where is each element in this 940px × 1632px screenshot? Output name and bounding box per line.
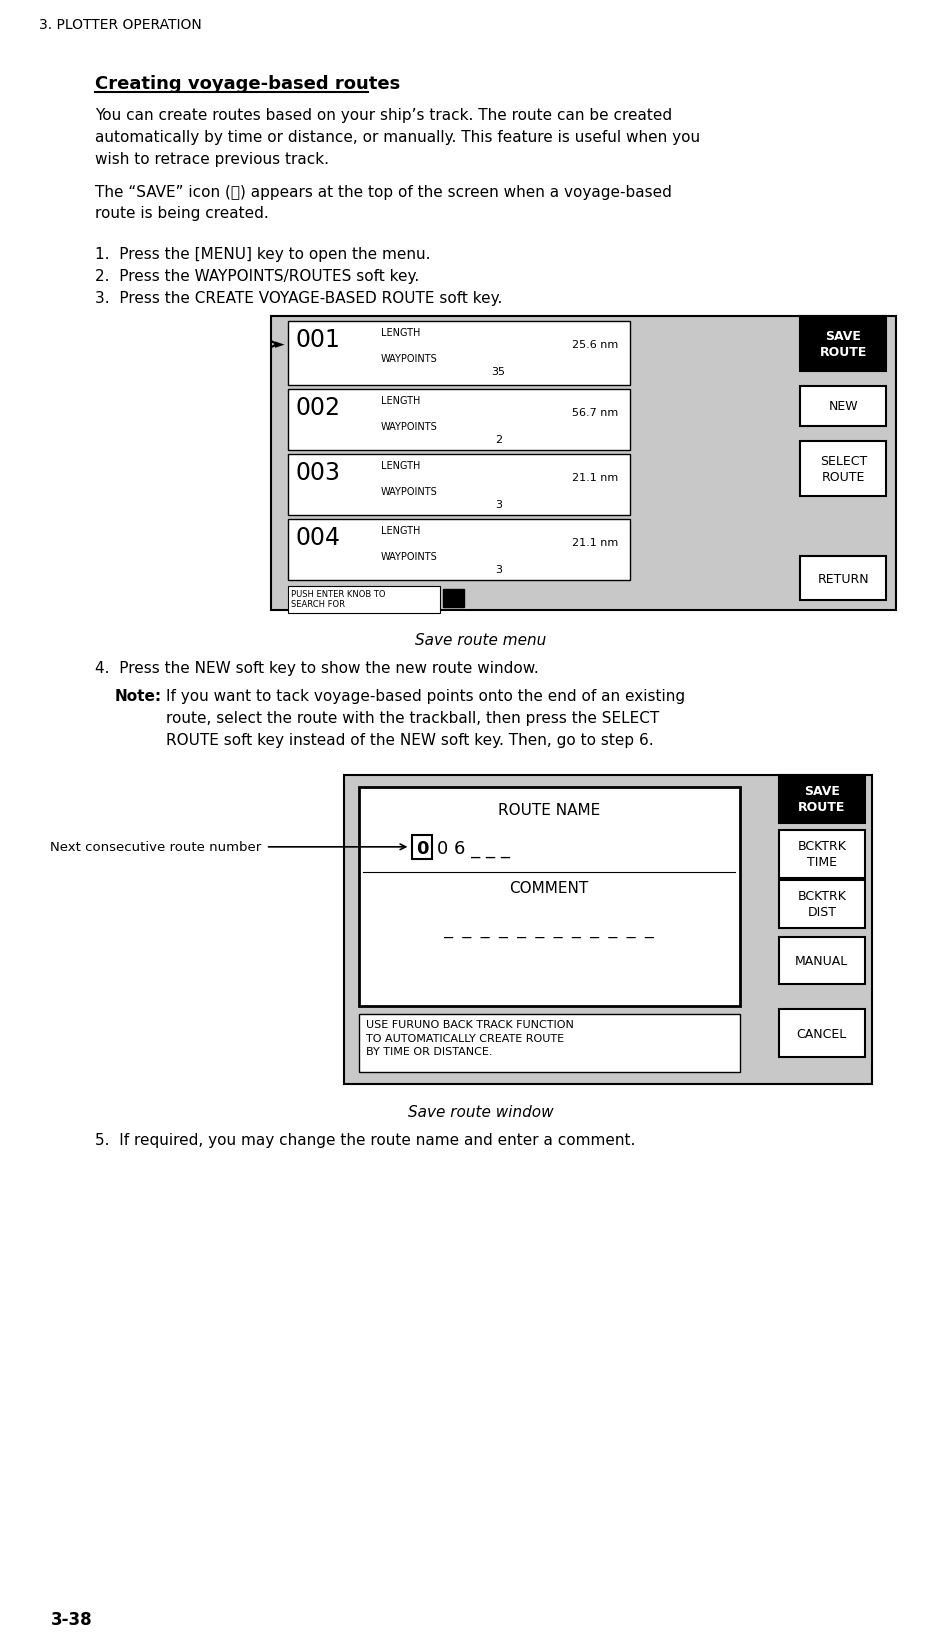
Text: Save route menu: Save route menu	[415, 633, 546, 648]
Text: 0 6 _ _ _: 0 6 _ _ _	[437, 839, 509, 857]
Bar	[778, 831, 865, 878]
Bar	[271, 317, 896, 610]
Text: WAYPOINTS: WAYPOINTS	[381, 421, 438, 431]
Text: 21.1 nm: 21.1 nm	[572, 537, 619, 547]
Text: LENGTH: LENGTH	[381, 526, 420, 535]
Text: 5.  If required, you may change the route name and enter a comment.: 5. If required, you may change the route…	[95, 1133, 635, 1147]
Text: 35: 35	[492, 367, 506, 377]
Text: WAYPOINTS: WAYPOINTS	[381, 354, 438, 364]
Bar	[358, 788, 740, 1007]
Bar	[778, 775, 865, 824]
Text: 2: 2	[494, 434, 502, 444]
Text: USE FURUNO BACK TRACK FUNCTION
TO AUTOMATICALLY CREATE ROUTE
BY TIME OR DISTANCE: USE FURUNO BACK TRACK FUNCTION TO AUTOMA…	[367, 1020, 574, 1056]
Text: NEW: NEW	[828, 400, 858, 413]
Bar	[358, 1015, 740, 1072]
Text: If you want to tack voyage-based points onto the end of an existing: If you want to tack voyage-based points …	[166, 689, 685, 703]
Text: CANCEL: CANCEL	[796, 1027, 847, 1040]
Bar	[800, 387, 886, 426]
Text: COMMENT: COMMENT	[509, 880, 588, 896]
Text: Creating voyage-based routes: Creating voyage-based routes	[95, 75, 399, 93]
Text: 0: 0	[415, 839, 429, 857]
Bar	[800, 317, 886, 372]
Text: BCKTRK
TIME: BCKTRK TIME	[797, 840, 846, 868]
Bar	[443, 591, 464, 609]
Text: 21.1 nm: 21.1 nm	[572, 473, 619, 483]
Text: SAVE
ROUTE: SAVE ROUTE	[798, 785, 845, 814]
Text: RETURN: RETURN	[818, 573, 870, 586]
Bar	[778, 1010, 865, 1058]
Bar	[800, 557, 886, 601]
Text: ►: ►	[274, 338, 284, 351]
Bar	[289, 586, 440, 614]
Text: 003: 003	[296, 460, 341, 485]
Text: 001: 001	[296, 328, 341, 353]
Text: 2.  Press the WAYPOINTS/ROUTES soft key.: 2. Press the WAYPOINTS/ROUTES soft key.	[95, 269, 419, 284]
Text: route is being created.: route is being created.	[95, 206, 269, 222]
Text: SAVE
ROUTE: SAVE ROUTE	[820, 330, 867, 359]
Text: ROUTE soft key instead of the NEW soft key. Then, go to step 6.: ROUTE soft key instead of the NEW soft k…	[166, 733, 653, 747]
Text: LENGTH: LENGTH	[381, 460, 420, 470]
Text: 1.  Press the [MENU] key to open the menu.: 1. Press the [MENU] key to open the menu…	[95, 246, 431, 263]
Text: 25.6 nm: 25.6 nm	[572, 339, 619, 349]
Text: PUSH ENTER KNOB TO
SEARCH FOR: PUSH ENTER KNOB TO SEARCH FOR	[291, 589, 385, 609]
Text: 3: 3	[494, 565, 502, 574]
Text: 3-38: 3-38	[51, 1609, 92, 1627]
Bar	[289, 519, 630, 579]
Text: 002: 002	[296, 395, 341, 419]
Text: automatically by time or distance, or manually. This feature is useful when you: automatically by time or distance, or ma…	[95, 129, 699, 145]
Text: wish to retrace previous track.: wish to retrace previous track.	[95, 152, 329, 166]
Bar	[289, 455, 630, 516]
Text: 3: 3	[494, 499, 502, 509]
Text: Note:: Note:	[115, 689, 162, 703]
Text: 4.  Press the NEW soft key to show the new route window.: 4. Press the NEW soft key to show the ne…	[95, 661, 539, 676]
Text: You can create routes based on your ship’s track. The route can be created: You can create routes based on your ship…	[95, 108, 672, 122]
Text: Save route window: Save route window	[408, 1105, 554, 1120]
Bar	[800, 442, 886, 496]
Text: _ _ _ _ _ _ _ _ _ _ _ _: _ _ _ _ _ _ _ _ _ _ _ _	[445, 922, 654, 937]
Text: 56.7 nm: 56.7 nm	[572, 408, 619, 418]
Bar	[413, 836, 431, 860]
Text: 3. PLOTTER OPERATION: 3. PLOTTER OPERATION	[39, 18, 202, 33]
Text: LENGTH: LENGTH	[381, 328, 420, 338]
Text: Next consecutive route number: Next consecutive route number	[50, 840, 260, 854]
Text: LENGTH: LENGTH	[381, 395, 420, 406]
Text: WAYPOINTS: WAYPOINTS	[381, 486, 438, 496]
Text: ROUTE NAME: ROUTE NAME	[498, 803, 601, 818]
Bar	[344, 775, 871, 1085]
Text: SELECT
ROUTE: SELECT ROUTE	[820, 455, 867, 483]
Bar	[289, 322, 630, 385]
Text: 3.  Press the CREATE VOYAGE-BASED ROUTE soft key.: 3. Press the CREATE VOYAGE-BASED ROUTE s…	[95, 290, 502, 307]
Bar	[778, 880, 865, 929]
Text: The “SAVE” icon (Ⓢ) appears at the top of the screen when a voyage-based: The “SAVE” icon (Ⓢ) appears at the top o…	[95, 184, 671, 199]
Text: BCKTRK
DIST: BCKTRK DIST	[797, 889, 846, 919]
Text: 004: 004	[296, 526, 341, 550]
Text: route, select the route with the trackball, then press the SELECT: route, select the route with the trackba…	[166, 712, 659, 726]
Text: WAYPOINTS: WAYPOINTS	[381, 552, 438, 561]
Bar	[289, 390, 630, 450]
Text: MANUAL: MANUAL	[795, 955, 849, 968]
Bar	[778, 937, 865, 984]
